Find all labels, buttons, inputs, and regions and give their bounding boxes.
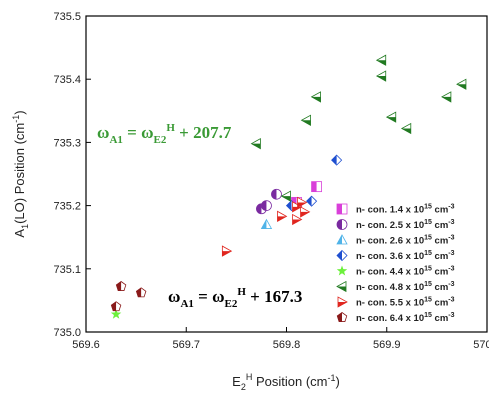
data-point: [441, 91, 452, 103]
lower-fit-equation: ωA1 = ωE2H + 167.3: [168, 286, 302, 310]
legend-label: n- con. 4.4 x 1015 cm-3: [356, 266, 455, 278]
data-point: [280, 190, 291, 202]
legend-item: n- con. 4.8 x 1015 cm-3: [336, 280, 455, 293]
legend-item: n- con. 1.4 x 1015 cm-3: [336, 203, 455, 216]
data-points: [110, 54, 467, 319]
data-point: [310, 91, 321, 103]
data-point: [110, 301, 122, 312]
data-point: [400, 122, 412, 135]
data-point: [250, 137, 261, 150]
axis-ticks: 569.6 569.7 569.8 569.9 570.0 735.0 735.1 735.2…: [53, 11, 489, 351]
y-tick-label: 735.4: [53, 74, 81, 86]
legend-marker: [336, 280, 347, 293]
data-point: [331, 154, 343, 166]
equation-labels: ωA1 = ωE2H + 207.7 ωA1 = ωE2H + 167.3: [97, 122, 302, 310]
legend-label: n- con. 3.6 x 1015 cm-3: [356, 250, 455, 262]
data-point: [297, 196, 308, 209]
legend-label: n- con. 2.6 x 1015 cm-3: [356, 235, 455, 247]
data-point: [300, 114, 311, 126]
data-point: [305, 195, 318, 207]
data-point: [260, 218, 273, 229]
data-point: [221, 245, 233, 257]
y-tick-label: 735.5: [53, 11, 81, 23]
plot-frame: [85, 15, 488, 333]
data-point: [300, 206, 311, 218]
legend-label: n- con. 2.5 x 1015 cm-3: [356, 219, 455, 231]
x-tick-label: 569.6: [72, 339, 100, 351]
legend-item: n- con. 6.4 x 1015 cm-3: [336, 312, 455, 324]
legend-marker: [336, 203, 348, 215]
y-axis-title: A1(LO) Position (cm-1): [11, 110, 30, 237]
data-point: [456, 78, 467, 90]
legend-item: n- con. 5.5 x 1015 cm-3: [337, 296, 455, 309]
data-point: [385, 111, 397, 123]
legend-item: n- con. 3.6 x 1015 cm-3: [336, 249, 455, 262]
legend-label: n- con. 1.4 x 1015 cm-3: [356, 204, 455, 216]
data-point: [375, 54, 387, 66]
legend-item: n- con. 4.4 x 1015 cm-3: [336, 265, 455, 278]
legend-label: n- con. 4.8 x 1015 cm-3: [356, 281, 455, 293]
y-tick-label: 735.2: [53, 201, 81, 213]
x-tick-label: 570.0: [473, 339, 489, 351]
data-point: [375, 70, 387, 82]
x-tick-label: 569.9: [373, 339, 401, 351]
y-tick-label: 735.1: [53, 264, 81, 276]
legend-marker: [337, 296, 348, 308]
y-tick-label: 735.3: [53, 137, 81, 149]
data-point: [115, 281, 127, 291]
legend-label: n- con. 6.4 x 1015 cm-3: [356, 312, 455, 324]
legend-item: n- con. 2.6 x 1015 cm-3: [336, 234, 455, 247]
data-point: [261, 200, 272, 212]
legend-marker: [336, 312, 348, 322]
data-point: [110, 308, 122, 319]
legend-marker: [336, 265, 348, 276]
data-point: [277, 210, 288, 223]
data-point: [292, 201, 303, 213]
legend-marker: [336, 234, 348, 245]
y-tick-label: 735.0: [53, 327, 81, 339]
data-point: [271, 188, 282, 200]
legend-marker: [336, 219, 348, 230]
x-tick-label: 569.7: [172, 339, 200, 351]
legend: n- con. 1.4 x 1015 cm-3 n- con. 2.5 x 101…: [336, 203, 455, 324]
upper-fit-equation: ωA1 = ωE2H + 207.7: [97, 122, 232, 146]
legend-item: n- con. 2.5 x 1015 cm-3: [336, 219, 455, 231]
x-tick-label: 569.8: [273, 339, 301, 351]
data-point: [311, 181, 322, 193]
legend-marker: [336, 249, 348, 262]
data-point: [292, 213, 303, 226]
legend-label: n- con. 5.5 x 1015 cm-3: [356, 297, 455, 309]
x-axis-title: E2H Position (cm-1): [232, 372, 340, 392]
data-point: [135, 287, 147, 298]
